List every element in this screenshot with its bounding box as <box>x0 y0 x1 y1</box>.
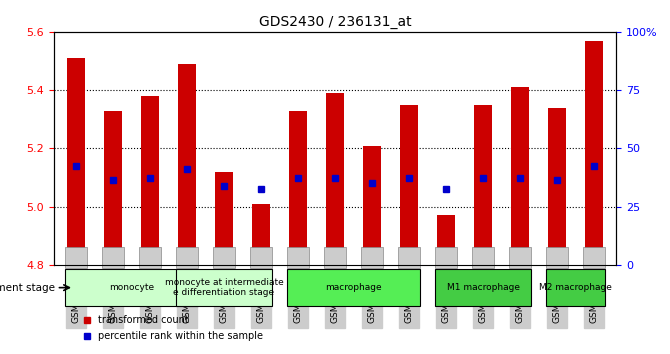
Bar <box>178 64 196 265</box>
Bar <box>472 247 494 268</box>
Bar <box>289 110 308 265</box>
Bar <box>585 41 604 265</box>
Bar <box>437 216 456 265</box>
Bar <box>326 93 344 265</box>
Bar <box>583 247 605 268</box>
Bar <box>509 247 531 268</box>
Bar <box>65 247 87 268</box>
Bar <box>435 269 531 306</box>
Bar <box>213 247 235 268</box>
Bar <box>361 247 383 268</box>
Text: macrophage: macrophage <box>325 283 382 292</box>
Bar <box>287 269 420 306</box>
Bar <box>252 204 270 265</box>
Bar <box>435 247 457 268</box>
Bar <box>548 108 566 265</box>
Bar <box>546 247 568 268</box>
Bar <box>66 58 85 265</box>
Text: monocyte at intermediate
e differentiation stage: monocyte at intermediate e differentiati… <box>165 278 283 297</box>
Bar <box>474 105 492 265</box>
Bar <box>362 145 381 265</box>
Bar <box>104 110 122 265</box>
Bar <box>398 247 420 268</box>
Text: monocyte: monocyte <box>109 283 154 292</box>
Bar <box>546 269 605 306</box>
Title: GDS2430 / 236131_at: GDS2430 / 236131_at <box>259 16 411 29</box>
Bar <box>250 247 272 268</box>
Bar <box>214 172 233 265</box>
Bar <box>287 247 309 268</box>
Bar <box>324 247 346 268</box>
Bar <box>65 269 198 306</box>
Text: percentile rank within the sample: percentile rank within the sample <box>98 331 263 341</box>
Text: M2 macrophage: M2 macrophage <box>539 283 612 292</box>
Bar <box>511 87 529 265</box>
Bar <box>176 247 198 268</box>
Text: development stage: development stage <box>0 282 56 293</box>
Bar <box>141 96 159 265</box>
Text: transformed count: transformed count <box>98 315 189 325</box>
Bar <box>102 247 124 268</box>
Bar <box>176 269 272 306</box>
Bar <box>139 247 161 268</box>
Text: M1 macrophage: M1 macrophage <box>447 283 520 292</box>
Bar <box>400 105 418 265</box>
